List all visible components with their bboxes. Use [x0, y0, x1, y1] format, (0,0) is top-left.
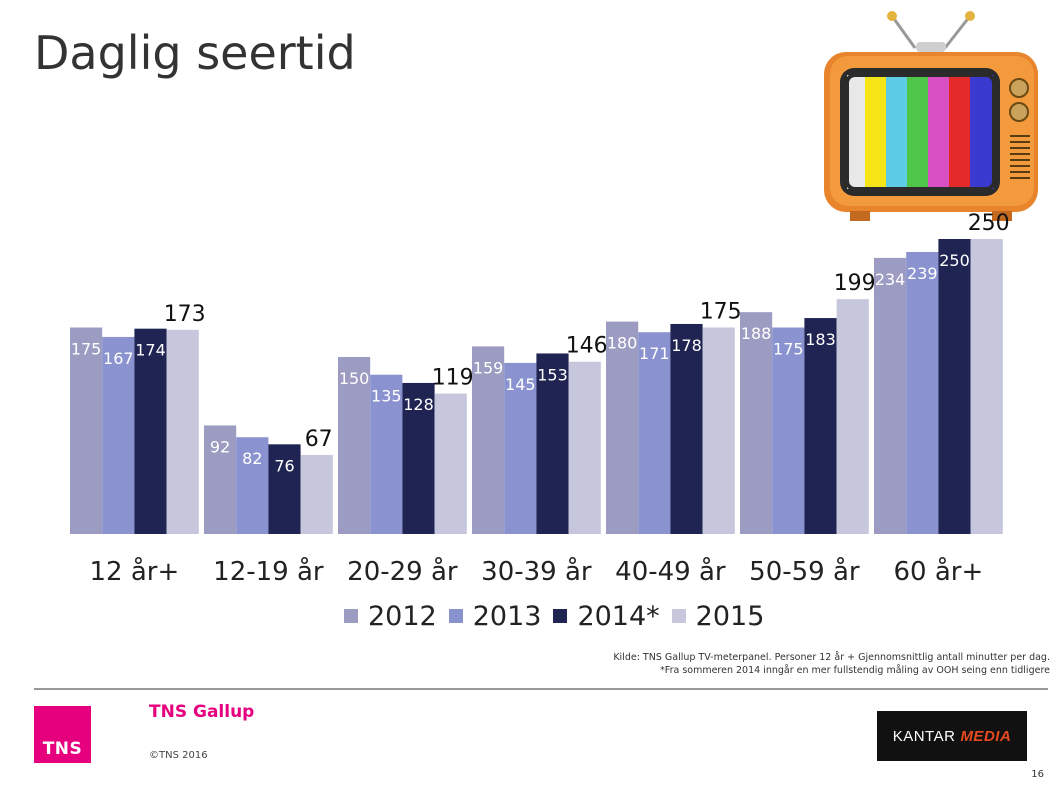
legend-label: 2015	[695, 600, 765, 632]
bar-2013-5	[772, 327, 805, 534]
brand-name: TNS Gallup	[149, 702, 255, 722]
bar-2013-2	[370, 374, 403, 534]
data-label: 178	[671, 336, 702, 355]
legend-label: 2014*	[577, 600, 660, 632]
data-label: 175	[700, 300, 742, 325]
data-label: 159	[473, 358, 504, 377]
source-note: Kilde: TNS Gallup TV-meterpanel. Persone…	[490, 651, 1050, 677]
x-tick-label: 12-19 år	[213, 556, 324, 587]
bar-2013-1	[236, 437, 269, 534]
x-tick-label: 12 år+	[90, 556, 180, 587]
bar-2014-1	[268, 444, 301, 534]
data-label: 183	[805, 330, 836, 349]
bar-2015-5	[836, 299, 869, 534]
bar-2015-0	[166, 329, 199, 534]
bar-2012-2	[338, 357, 371, 534]
legend-item: 2015	[671, 600, 765, 632]
data-label: 188	[741, 324, 772, 343]
bar-2014-0	[134, 328, 167, 534]
data-label: 180	[607, 334, 638, 353]
tns-logo: TNS	[34, 706, 91, 763]
bar-2013-4	[638, 332, 671, 534]
bar-2014-2	[402, 382, 435, 534]
legend-swatch	[671, 609, 686, 623]
bar-2012-6	[874, 257, 907, 534]
chart-legend: 2012 2013 2014* 2015	[344, 598, 764, 634]
bar-2012-3	[472, 346, 505, 534]
data-label: 171	[639, 344, 670, 363]
data-label: 250	[968, 211, 1010, 236]
kantar-text: KANTAR	[892, 727, 956, 745]
legend-swatch	[553, 609, 568, 623]
data-label: 239	[907, 264, 938, 283]
x-tick-label: 20-29 år	[347, 556, 458, 587]
legend-swatch	[448, 609, 463, 623]
legend-item: 2012	[344, 601, 437, 632]
bar-2015-4	[702, 327, 735, 534]
data-label: 174	[135, 341, 166, 360]
tv-illustration	[824, 11, 1038, 221]
legend-item: 2013	[448, 600, 542, 632]
bar-2014-3	[536, 353, 569, 534]
bar-2013-0	[102, 336, 135, 534]
data-label: 145	[505, 375, 536, 394]
x-tick-label: 40-49 år	[615, 556, 726, 587]
bar-2012-0	[70, 327, 103, 534]
data-label: 135	[371, 387, 402, 406]
source-line-1: Kilde: TNS Gallup TV-meterpanel. Persone…	[613, 652, 1050, 663]
bar-2013-6	[906, 251, 939, 535]
legend-swatch	[344, 609, 358, 623]
bar-2012-4	[606, 321, 639, 534]
bar-2012-1	[204, 425, 237, 534]
kantar-media-logo: KANTAR MEDIA	[877, 711, 1027, 761]
data-label: 250	[939, 251, 970, 270]
data-label: 150	[339, 369, 370, 388]
data-label: 119	[432, 366, 474, 391]
x-tick-label: 60 år+	[894, 556, 984, 587]
data-label: 76	[274, 456, 294, 475]
bar-2013-3	[504, 362, 537, 534]
legend-label: 2013	[472, 600, 542, 632]
bar-2015-1	[300, 454, 333, 534]
data-label: 234	[875, 270, 906, 289]
bar-2015-3	[568, 361, 601, 534]
page-number: 16	[1031, 769, 1044, 780]
data-label: 146	[566, 334, 608, 359]
data-label: 92	[210, 437, 230, 456]
bar-2014-5	[804, 318, 837, 534]
legend-label: 2012	[368, 600, 437, 632]
data-label: 175	[71, 340, 102, 359]
x-tick-label: 50-59 år	[749, 556, 860, 587]
data-label: 153	[537, 365, 568, 384]
bar-2012-5	[740, 312, 773, 534]
data-label: 128	[403, 395, 434, 414]
bar-2014-4	[670, 323, 703, 534]
page-title: Daglig seertid	[34, 26, 356, 80]
data-label: 82	[242, 449, 262, 468]
footer-divider	[34, 688, 1048, 690]
x-tick-label: 30-39 år	[481, 556, 592, 587]
bar-2015-6	[970, 239, 1003, 534]
bar-2014-6	[938, 239, 971, 534]
legend-item: 2014*	[553, 600, 660, 632]
data-label: 67	[305, 427, 333, 452]
data-label: 175	[773, 340, 804, 359]
data-label: 173	[164, 302, 206, 327]
copyright: ©TNS 2016	[149, 750, 208, 761]
data-label: 167	[103, 349, 134, 368]
data-label: 199	[834, 271, 876, 296]
source-line-2: *Fra sommeren 2014 inngår en mer fullste…	[660, 665, 1050, 676]
bar-2015-2	[434, 393, 467, 534]
kantar-media-text: MEDIA	[960, 727, 1012, 745]
